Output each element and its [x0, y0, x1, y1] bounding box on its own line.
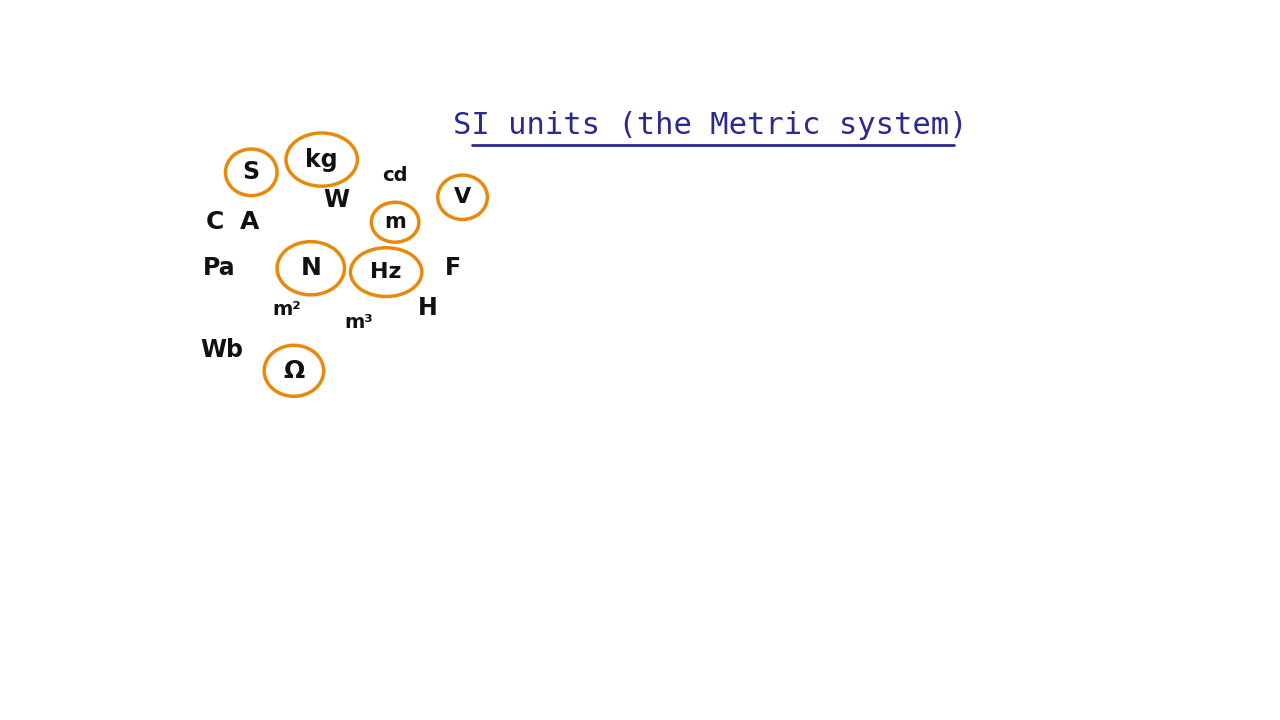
Text: cd: cd	[383, 166, 408, 184]
Text: Wb: Wb	[200, 338, 243, 361]
Text: A: A	[239, 210, 259, 234]
Text: Ω: Ω	[283, 359, 305, 383]
Text: kg: kg	[306, 148, 338, 171]
Text: F: F	[444, 256, 461, 280]
Text: W: W	[324, 188, 349, 212]
Text: m: m	[384, 212, 406, 233]
Text: SI units (the Metric system): SI units (the Metric system)	[453, 111, 968, 140]
Text: Pa: Pa	[204, 256, 236, 280]
Text: m³: m³	[344, 312, 372, 331]
Text: N: N	[301, 256, 321, 280]
Text: V: V	[454, 187, 471, 207]
Text: Hz: Hz	[370, 262, 402, 282]
Text: H: H	[419, 296, 438, 320]
Text: C: C	[205, 210, 224, 234]
Text: S: S	[243, 161, 260, 184]
Text: m²: m²	[273, 300, 301, 320]
